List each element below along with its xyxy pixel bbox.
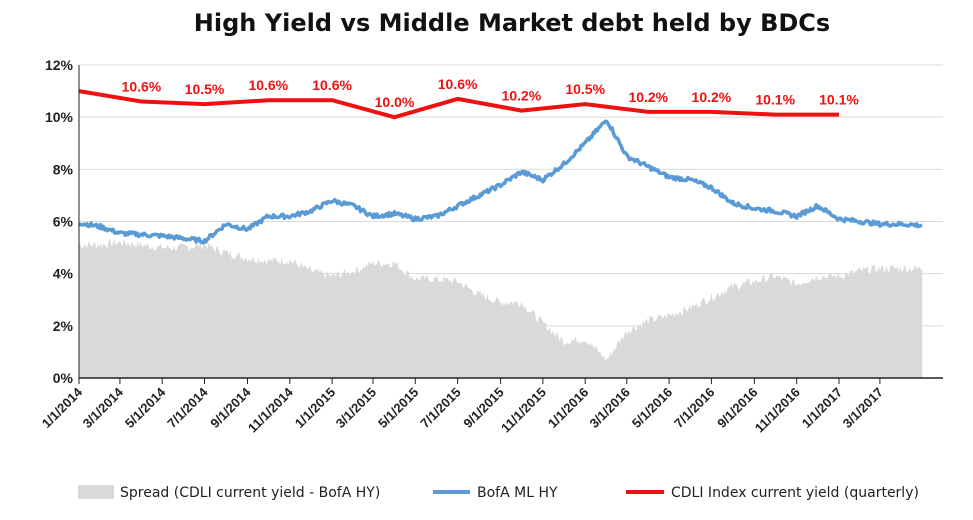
x-tick-label: 7/1/2014 [164, 384, 211, 431]
y-tick-label: 2% [53, 318, 74, 334]
bofa-hy-line [78, 119, 923, 245]
data-label: 10.6% [312, 77, 352, 93]
data-labels: 10.6% 10.5% 10.6% 10.6% 10.0% 10.6% 10.2% 10.5%… [122, 76, 860, 110]
data-label: 10.6% [122, 79, 162, 95]
hy-line-layer [78, 119, 923, 245]
x-tick-label: 7/1/2015 [417, 385, 463, 431]
data-label: 10.1% [819, 92, 859, 108]
data-label: 10.0% [375, 94, 415, 110]
legend-swatch-spread [78, 485, 114, 499]
x-tick-label: 5/1/2015 [375, 385, 421, 431]
x-tick-label: 7/1/2016 [671, 385, 717, 431]
x-tick-label: 11/1/2014 [245, 384, 297, 436]
legend-label-hy: BofA ML HY [477, 485, 558, 501]
x-tick-label: 1/1/2014 [39, 384, 86, 431]
data-label: 10.2% [628, 89, 668, 105]
y-axis: 0% 2% 4% 6% 8% 10% 12% [45, 57, 74, 386]
legend: Spread (CDLI current yield - BofA HY) Bof… [78, 485, 919, 501]
x-tick-label: 1/1/2017 [799, 385, 845, 431]
data-label: 10.5% [185, 81, 225, 97]
x-tick-label: 3/1/2015 [333, 385, 379, 431]
legend-label-cdli: CDLI Index current yield (quarterly) [671, 485, 919, 501]
y-tick-label: 4% [53, 266, 74, 282]
data-label: 10.5% [565, 81, 605, 97]
x-tick-label: 1/1/2015 [292, 385, 338, 431]
x-tick-label: 3/1/2017 [840, 385, 886, 431]
legend-label-spread: Spread (CDLI current yield - BofA HY) [120, 485, 380, 501]
cdli-line-layer [78, 89, 839, 120]
spread-area-layer [79, 238, 923, 378]
y-tick-label: 0% [53, 370, 74, 386]
x-tick-label: 5/1/2014 [122, 384, 169, 431]
x-tick-label: 5/1/2016 [629, 385, 675, 431]
data-label: 10.1% [755, 92, 795, 108]
y-tick-label: 6% [53, 214, 74, 230]
chart-title: High Yield vs Middle Market debt held by… [194, 9, 830, 37]
y-tick-label: 12% [45, 57, 74, 73]
x-tick-label: 11/1/2016 [752, 385, 803, 436]
x-tick-label: 11/1/2015 [498, 385, 549, 436]
x-tick-label: 1/1/2016 [545, 385, 591, 431]
data-label: 10.6% [438, 76, 478, 92]
x-tick-label: 3/1/2016 [587, 385, 633, 431]
y-tick-label: 8% [53, 161, 74, 177]
data-label: 10.2% [502, 88, 542, 104]
data-label: 10.6% [248, 77, 288, 93]
spread-area [79, 238, 923, 378]
data-label: 10.2% [692, 89, 732, 105]
x-tick-label: 3/1/2014 [80, 384, 127, 431]
cdli-line [78, 89, 839, 120]
y-tick-label: 10% [45, 109, 74, 125]
